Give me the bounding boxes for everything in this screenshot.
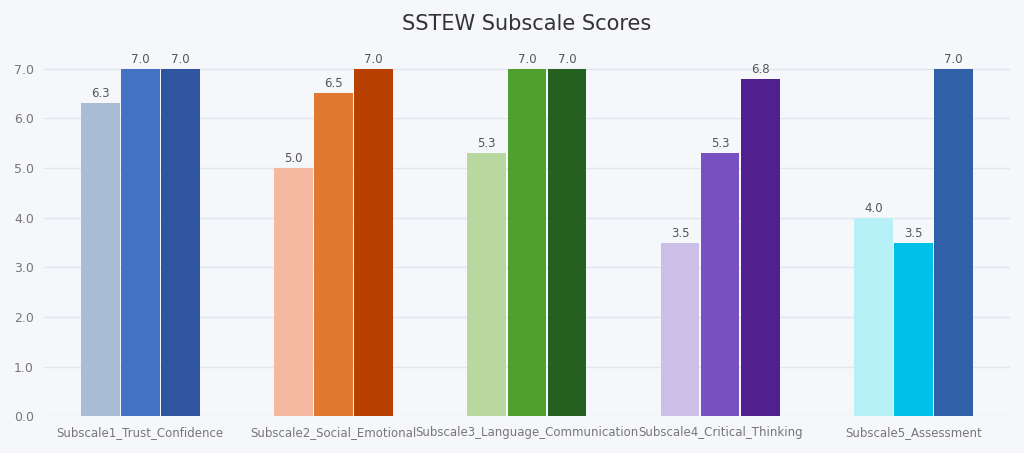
Bar	[508, 68, 546, 416]
Text: 5.3: 5.3	[711, 137, 729, 150]
Bar	[274, 168, 313, 416]
Text: 7.0: 7.0	[944, 53, 963, 66]
Text: 7.0: 7.0	[517, 53, 537, 66]
Text: 7.0: 7.0	[558, 53, 577, 66]
Bar	[548, 68, 586, 416]
Bar	[894, 242, 933, 416]
Bar	[854, 217, 893, 416]
Text: 6.3: 6.3	[91, 87, 110, 101]
Bar	[314, 93, 353, 416]
Bar	[934, 68, 973, 416]
Text: 7.0: 7.0	[171, 53, 189, 66]
Bar	[660, 242, 699, 416]
Bar	[741, 78, 779, 416]
Text: 7.0: 7.0	[365, 53, 383, 66]
Text: 5.3: 5.3	[477, 137, 496, 150]
Bar	[354, 68, 393, 416]
Bar	[121, 68, 160, 416]
Bar	[700, 153, 739, 416]
Text: 3.5: 3.5	[671, 226, 689, 240]
Text: 3.5: 3.5	[904, 226, 923, 240]
Bar	[161, 68, 200, 416]
Text: 7.0: 7.0	[131, 53, 150, 66]
Bar	[81, 103, 120, 416]
Title: SSTEW Subscale Scores: SSTEW Subscale Scores	[402, 14, 651, 34]
Text: 4.0: 4.0	[864, 202, 883, 215]
Bar	[468, 153, 506, 416]
Text: 6.5: 6.5	[325, 77, 343, 91]
Text: 6.8: 6.8	[751, 63, 769, 76]
Text: 5.0: 5.0	[285, 152, 303, 165]
